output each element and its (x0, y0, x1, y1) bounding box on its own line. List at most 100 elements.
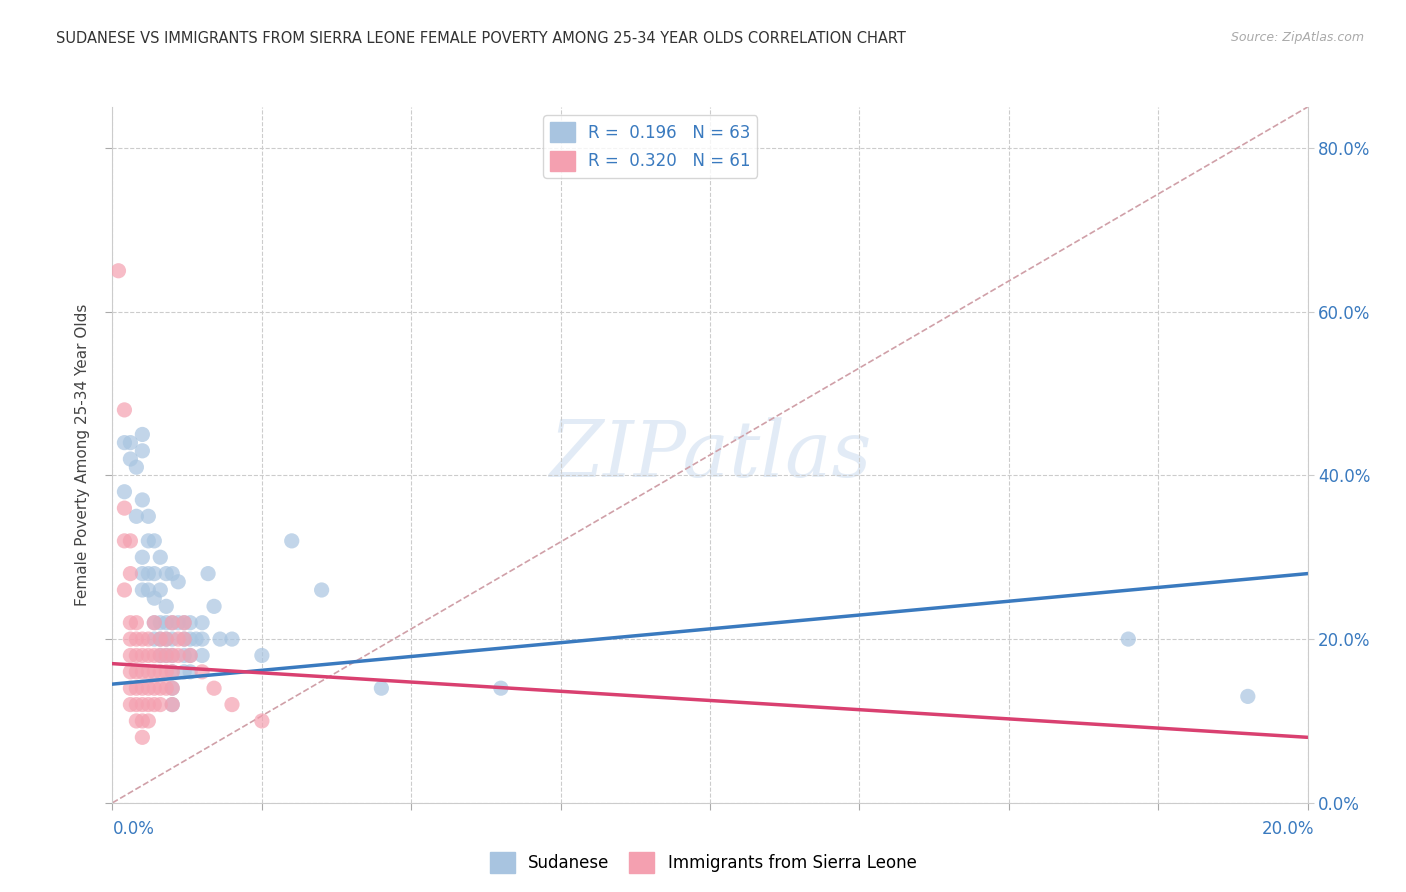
Point (155, 648, 177, 663)
Point (143, 615, 166, 630)
Point (120, 665, 142, 679)
Point (120, 435, 142, 450)
Point (131, 648, 153, 663)
Point (155, 632, 177, 646)
Point (131, 681, 153, 696)
Point (149, 615, 172, 630)
Point (131, 698, 153, 712)
Point (138, 698, 160, 712)
Point (125, 698, 148, 712)
Point (149, 550, 172, 565)
Point (179, 648, 201, 663)
Point (131, 665, 153, 679)
Point (114, 533, 135, 548)
Point (143, 632, 166, 646)
Point (173, 648, 195, 663)
Legend: Sudanese, Immigrants from Sierra Leone: Sudanese, Immigrants from Sierra Leone (482, 846, 924, 880)
Point (186, 632, 208, 646)
Text: 0.0%: 0.0% (112, 820, 155, 838)
Point (125, 681, 148, 696)
Point (143, 648, 166, 663)
Point (125, 632, 148, 646)
Point (138, 632, 160, 646)
Point (191, 632, 214, 646)
Point (131, 731, 153, 745)
Point (179, 615, 201, 630)
Point (162, 681, 183, 696)
Point (120, 452, 142, 467)
Point (155, 599, 177, 614)
Point (125, 460, 148, 475)
Point (131, 582, 153, 597)
Point (138, 714, 160, 728)
Point (162, 615, 183, 630)
Y-axis label: Female Poverty Among 25-34 Year Olds: Female Poverty Among 25-34 Year Olds (75, 304, 90, 606)
Point (114, 582, 135, 597)
Point (155, 615, 177, 630)
Point (1116, 632, 1139, 646)
Point (131, 427, 153, 442)
Point (120, 632, 142, 646)
Point (149, 582, 172, 597)
Point (131, 492, 153, 507)
Point (143, 591, 166, 606)
Point (125, 665, 148, 679)
Point (167, 574, 190, 589)
Point (131, 566, 153, 581)
Point (149, 665, 172, 679)
Point (281, 533, 304, 548)
Point (179, 648, 201, 663)
Point (149, 681, 172, 696)
Point (162, 615, 183, 630)
Legend: R =  0.196   N = 63, R =  0.320   N = 61: R = 0.196 N = 63, R = 0.320 N = 61 (543, 115, 758, 178)
Point (221, 698, 243, 712)
Point (125, 509, 148, 524)
Point (197, 566, 219, 581)
Point (162, 648, 183, 663)
Point (131, 550, 153, 565)
Point (149, 632, 172, 646)
Point (311, 582, 333, 597)
Point (155, 681, 177, 696)
Point (250, 714, 273, 728)
Point (167, 632, 190, 646)
Point (114, 435, 135, 450)
Text: ZIPatlas: ZIPatlas (548, 417, 872, 493)
Point (114, 501, 135, 516)
Point (107, 264, 129, 278)
Text: SUDANESE VS IMMIGRANTS FROM SIERRA LEONE FEMALE POVERTY AMONG 25-34 YEAR OLDS CO: SUDANESE VS IMMIGRANTS FROM SIERRA LEONE… (56, 31, 905, 46)
Point (155, 648, 177, 663)
Point (120, 648, 142, 663)
Point (167, 615, 190, 630)
Point (202, 599, 225, 614)
Point (143, 615, 166, 630)
Point (155, 632, 177, 646)
Point (191, 615, 214, 630)
Point (179, 632, 201, 646)
Point (149, 632, 172, 646)
Point (173, 665, 195, 679)
Text: Source: ZipAtlas.com: Source: ZipAtlas.com (1230, 31, 1364, 45)
Point (191, 665, 214, 679)
Point (125, 648, 148, 663)
Point (179, 665, 201, 679)
Point (162, 681, 183, 696)
Point (173, 632, 195, 646)
Point (114, 403, 135, 417)
Point (138, 533, 160, 548)
Point (138, 582, 160, 597)
Point (162, 665, 183, 679)
Point (143, 665, 166, 679)
Point (138, 566, 160, 581)
Point (1237, 690, 1260, 704)
Point (162, 648, 183, 663)
Point (120, 615, 142, 630)
Point (120, 566, 142, 581)
Point (131, 443, 153, 458)
Point (155, 665, 177, 679)
Point (370, 681, 392, 696)
Text: 20.0%: 20.0% (1263, 820, 1315, 838)
Point (143, 698, 166, 712)
Point (138, 509, 160, 524)
Point (114, 484, 135, 499)
